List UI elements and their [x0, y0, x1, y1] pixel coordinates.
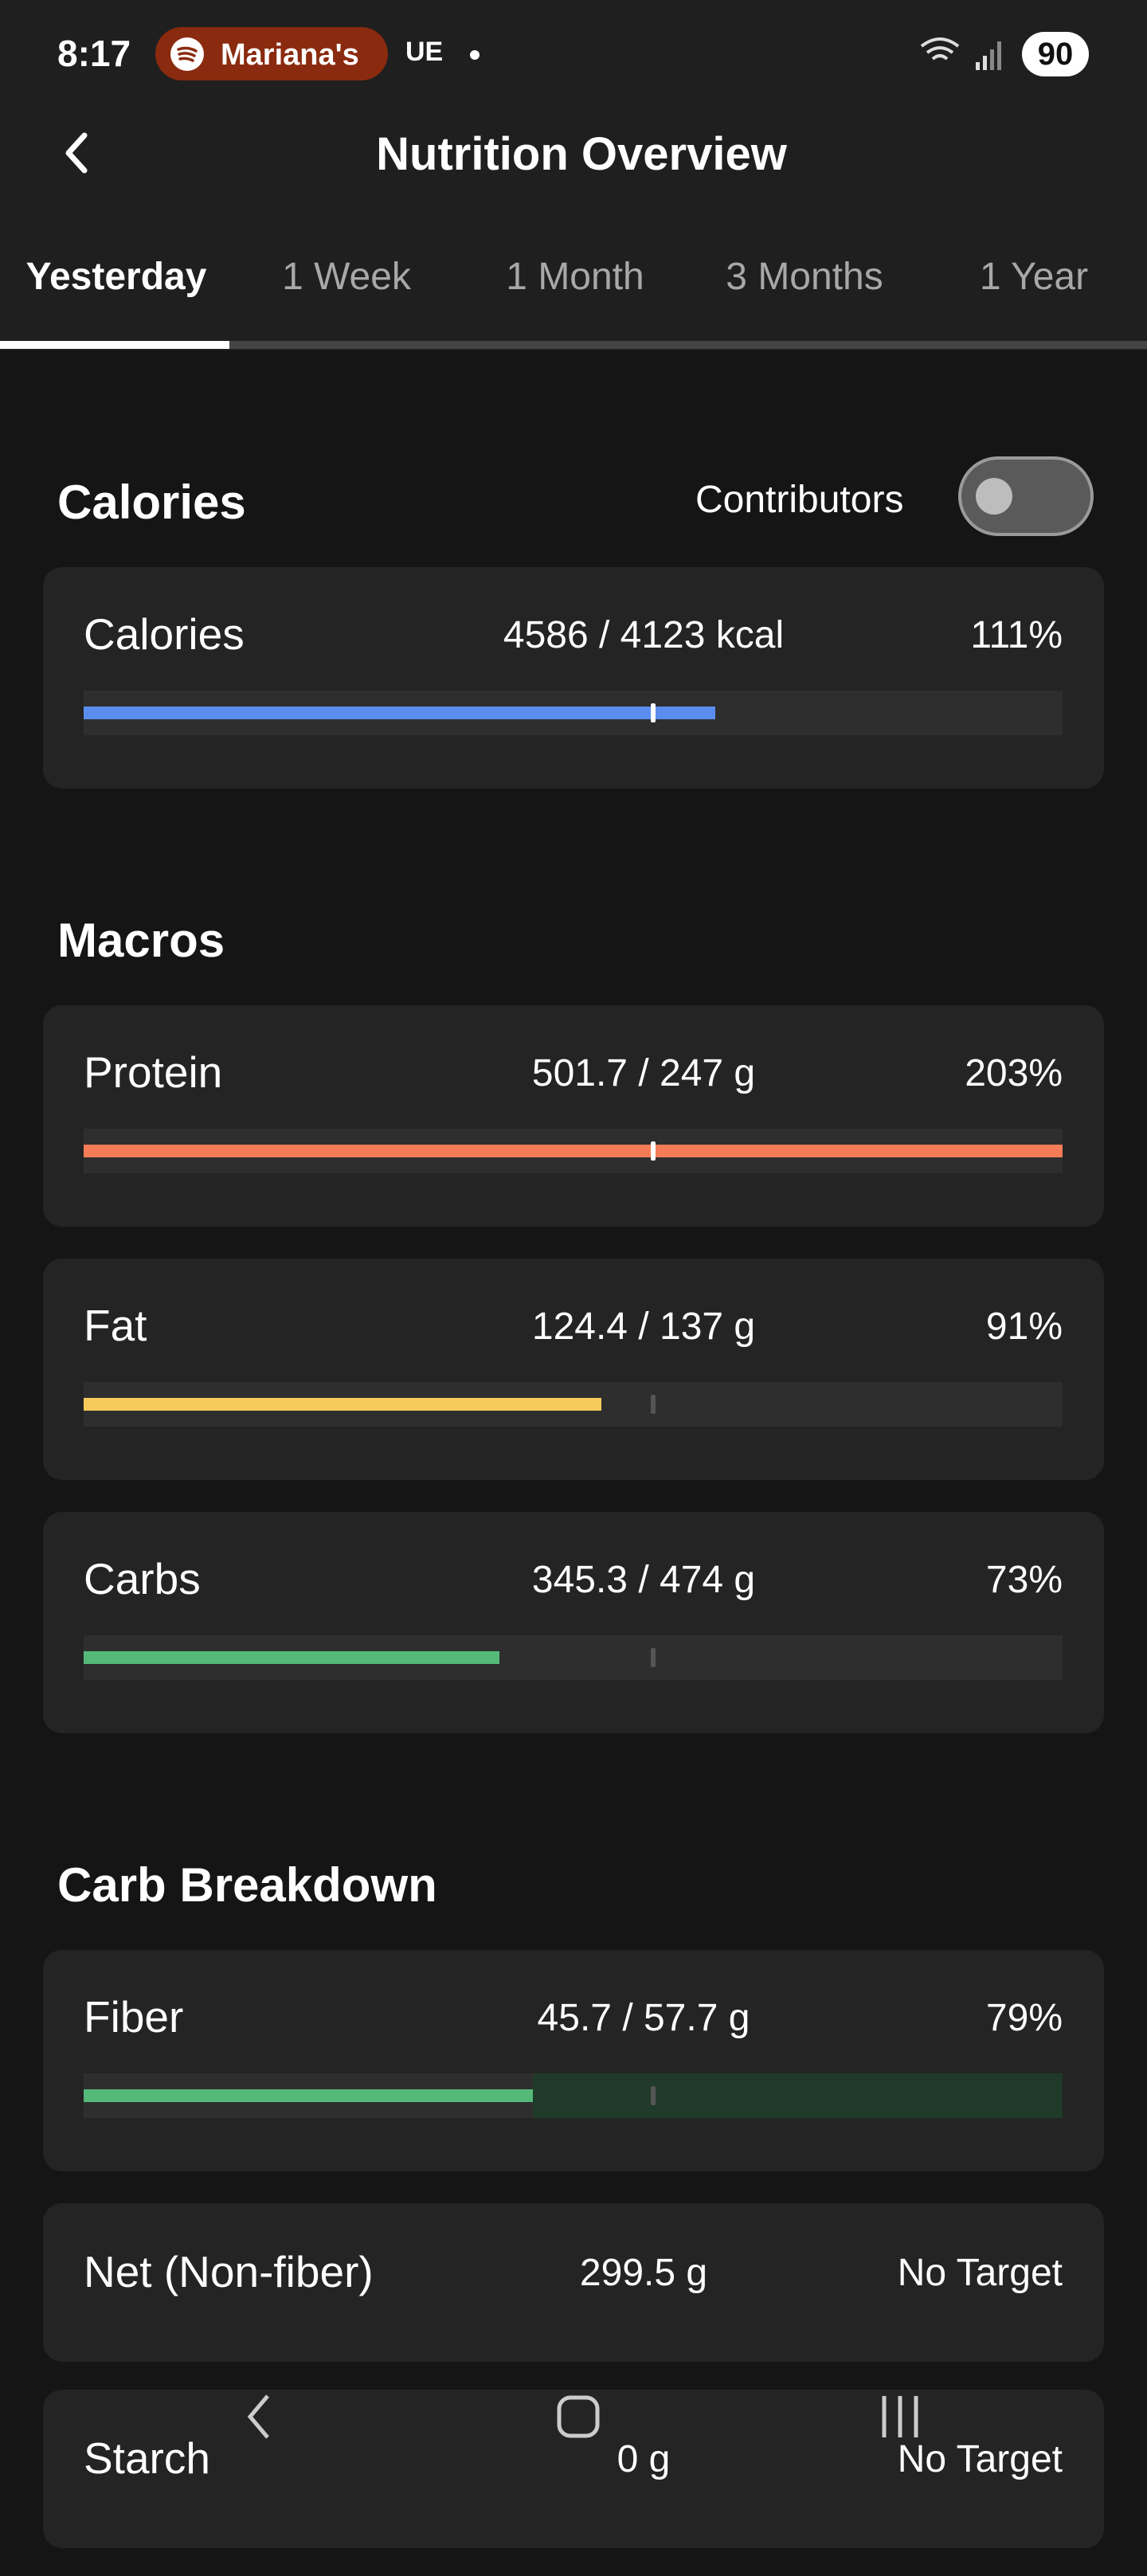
section-title: Macros: [57, 914, 225, 967]
nutrient-name: Protein: [84, 1047, 223, 1097]
nutrient-name: Calories: [84, 609, 245, 659]
nutrient-percent: 73%: [985, 1559, 1063, 1601]
nutrient-amount: 4586 / 4123 kcal: [503, 614, 785, 656]
nutrient-card[interactable]: Fiber 45.7 / 57.7 g 79%: [43, 1950, 1104, 2171]
progress-track: [84, 1382, 1063, 1427]
signal-icons: [920, 37, 1001, 70]
nutrient-target: No Target: [897, 2438, 1063, 2480]
target-marker: [650, 1395, 656, 1414]
media-chip[interactable]: Mariana's: [155, 27, 388, 80]
nutrient-card[interactable]: Calories 4586 / 4123 kcal 111%: [43, 567, 1104, 789]
section-header: Macros: [43, 889, 1104, 985]
nutrient-card[interactable]: Carbs 345.3 / 474 g 73%: [43, 1512, 1104, 1733]
nutrient-name: Fiber: [84, 1992, 184, 2042]
section-title: Carb Breakdown: [57, 1858, 437, 1912]
progress-track: [84, 2073, 1063, 2118]
progress-track: [84, 1129, 1063, 1173]
nutrient-amount: 0 g: [617, 2438, 671, 2480]
status-bar: 8:17 Mariana's UE 90: [0, 0, 1147, 104]
nav-back[interactable]: [239, 2390, 279, 2445]
notification-dot: [470, 50, 480, 60]
progress-track: [84, 1635, 1063, 1680]
nutrient-amount: 299.5 g: [579, 2252, 708, 2294]
target-marker: [650, 2086, 656, 2105]
tab[interactable]: 3 Months: [726, 256, 883, 298]
app-header: Nutrition Overview Yesterday 1 Week 1 Mont…: [0, 104, 1147, 350]
toggle-knob: [976, 478, 1012, 515]
clock: 8:17: [57, 33, 131, 74]
nutrient-percent: 111%: [970, 614, 1063, 656]
target-marker: [650, 1648, 656, 1667]
progress-fill: [84, 1145, 1063, 1157]
content: Calories Contributors Calories 4586 / 4123 …: [43, 350, 1104, 2576]
progress-fill: [84, 1651, 499, 1664]
nutrient-amount: 345.3 / 474 g: [531, 1559, 756, 1601]
tab[interactable]: 1 Week: [282, 256, 411, 298]
tab-track: [0, 341, 1147, 349]
battery: 90: [1022, 32, 1089, 76]
nav-recents[interactable]: [876, 2390, 924, 2445]
nutrient-card[interactable]: Fat 124.4 / 137 g 91%: [43, 1259, 1104, 1480]
tab[interactable]: 1 Month: [506, 256, 644, 298]
nutrient-amount: 124.4 / 137 g: [531, 1306, 756, 1348]
tab[interactable]: 1 Year: [979, 256, 1089, 298]
carrier: UE: [405, 37, 444, 67]
back-button[interactable]: [61, 129, 92, 177]
nutrient-amount: 45.7 / 57.7 g: [537, 1997, 750, 2039]
tab-indicator: [0, 341, 229, 349]
progress-remaining: [533, 2073, 1063, 2118]
nutrient-card[interactable]: Net (Non-fiber) 299.5 g No Target: [43, 2203, 1104, 2362]
target-marker: [650, 1141, 656, 1161]
nutrient-amount: 501.7 / 247 g: [531, 1052, 756, 1094]
nutrient-percent: 91%: [985, 1306, 1063, 1348]
nutrient-name: Starch: [84, 2433, 210, 2483]
section-title: Calories: [57, 476, 246, 529]
toggle-label: Contributors: [695, 479, 904, 521]
progress-track: [84, 691, 1063, 735]
progress-fill: [84, 707, 716, 719]
target-marker: [650, 703, 656, 722]
nutrient-card[interactable]: Protein 501.7 / 247 g 203%: [43, 1005, 1104, 1227]
progress-fill: [84, 2089, 534, 2102]
nutrient-target: No Target: [897, 2252, 1063, 2294]
nav-home[interactable]: [554, 2390, 602, 2445]
tab[interactable]: Yesterday: [25, 256, 207, 298]
nutrient-name: Net (Non-fiber): [84, 2247, 374, 2296]
page-title: Nutrition Overview: [376, 128, 787, 180]
music-icon: [170, 37, 204, 71]
progress-fill: [84, 1398, 602, 1411]
media-label: Mariana's: [221, 38, 359, 72]
nutrient-percent: 79%: [985, 1997, 1063, 2039]
nutrient-name: Carbs: [84, 1554, 201, 1603]
nutrient-name: Fat: [84, 1301, 147, 1350]
section-header: Calories Contributors: [43, 451, 1104, 546]
contributors-toggle[interactable]: [958, 456, 1094, 536]
section-header: Carb Breakdown: [43, 1834, 1104, 1929]
nutrient-percent: 203%: [965, 1052, 1063, 1094]
